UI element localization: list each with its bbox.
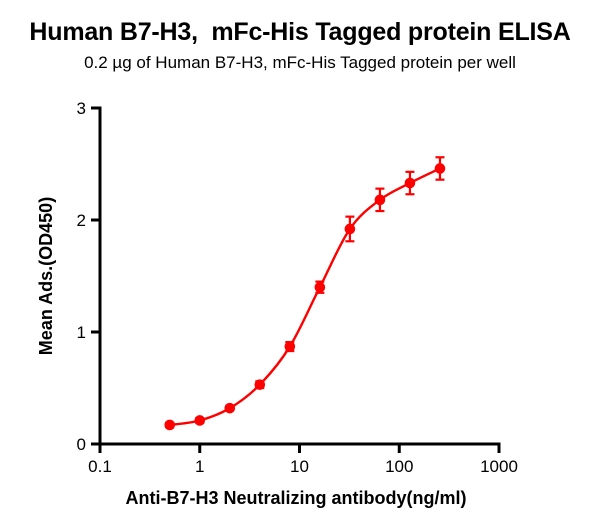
error-bars <box>165 156 445 429</box>
x-tick-label: 10 <box>290 457 309 476</box>
data-point-marker <box>164 419 176 431</box>
data-points <box>164 163 446 431</box>
data-point-marker <box>254 379 266 390</box>
y-tick-labels: 0 1 2 3 <box>77 99 86 454</box>
axes <box>91 106 501 453</box>
y-tick-label: 3 <box>77 99 86 118</box>
chart-subtitle: 0.2 µg of Human B7-H3, mFc-His Tagged pr… <box>84 53 516 72</box>
data-point-marker <box>374 194 386 206</box>
x-tick-labels: 0.1 1 10 100 1000 <box>88 457 518 476</box>
data-point-marker <box>434 163 446 174</box>
x-tick-label: 1000 <box>480 457 518 476</box>
data-point-marker <box>284 341 296 352</box>
data-point-marker <box>344 223 356 235</box>
y-tick-label: 2 <box>77 211 86 230</box>
y-tick-label: 0 <box>77 435 86 454</box>
x-tick-label: 0.1 <box>88 457 112 476</box>
data-point-marker <box>314 281 326 293</box>
x-tick-label: 1 <box>195 457 204 476</box>
data-point-marker <box>194 415 206 426</box>
fit-curve <box>168 167 442 427</box>
data-point-marker <box>404 177 416 189</box>
x-axis-title: Anti-B7-H3 Neutralizing antibody(ng/ml) <box>126 488 467 508</box>
fit-curve-layer <box>168 167 442 427</box>
data-point-marker <box>224 402 236 414</box>
chart-title: Human B7-H3, mFc-His Tagged protein ELIS… <box>29 18 571 46</box>
y-tick-label: 1 <box>77 323 86 342</box>
y-axis-title: Mean Ads.(OD450) <box>36 197 56 355</box>
x-tick-label: 100 <box>385 457 413 476</box>
